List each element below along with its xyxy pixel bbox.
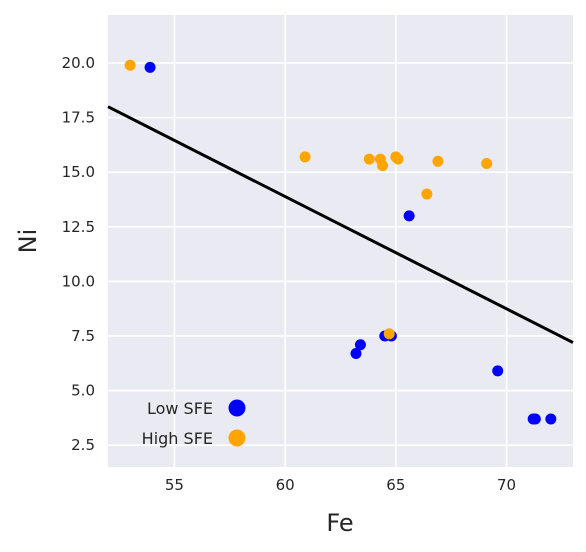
grid xyxy=(108,15,573,467)
y-tick-label: 2.5 xyxy=(71,436,95,454)
legend-label-low-sfe: Low SFE xyxy=(147,399,213,418)
x-tick-label: 55 xyxy=(165,476,184,494)
point-high-sfe xyxy=(363,153,375,165)
point-high-sfe xyxy=(377,160,389,172)
y-tick-label: 17.5 xyxy=(62,109,95,127)
point-low-sfe xyxy=(529,413,541,425)
point-low-sfe xyxy=(545,413,557,425)
point-low-sfe xyxy=(403,210,415,222)
plot-background xyxy=(108,15,573,467)
point-low-sfe xyxy=(144,61,156,73)
y-tick-label: 7.5 xyxy=(71,327,95,345)
point-high-sfe xyxy=(421,188,433,200)
x-axis-label: Fe xyxy=(326,509,353,537)
x-tick-label: 70 xyxy=(497,476,516,494)
tick-labels: 55 60 65 70 2.5 5.0 7.5 10.0 12.5 15.0 17.5 20.0 xyxy=(62,54,517,494)
point-high-sfe xyxy=(124,59,136,71)
x-tick-label: 65 xyxy=(386,476,405,494)
point-high-sfe xyxy=(299,151,311,163)
data-points xyxy=(124,59,557,425)
y-tick-label: 10.0 xyxy=(62,272,95,290)
divider-line-layer xyxy=(107,105,574,344)
y-tick-label: 20.0 xyxy=(62,54,95,72)
y-tick-label: 12.5 xyxy=(62,218,95,236)
x-tick-label: 60 xyxy=(276,476,295,494)
point-high-sfe xyxy=(481,157,493,169)
y-axis-label: Ni xyxy=(14,229,42,254)
point-high-sfe xyxy=(383,328,395,340)
divider-line xyxy=(107,105,574,344)
y-tick-label: 15.0 xyxy=(62,163,95,181)
point-low-sfe xyxy=(354,339,366,351)
y-tick-label: 5.0 xyxy=(71,382,95,400)
point-low-sfe xyxy=(350,347,362,359)
legend-marker-high-sfe xyxy=(228,429,246,447)
point-low-sfe xyxy=(492,365,504,377)
legend: Low SFE High SFE xyxy=(142,399,246,448)
legend-label-high-sfe: High SFE xyxy=(142,429,213,448)
legend-marker-low-sfe xyxy=(228,399,246,417)
point-high-sfe xyxy=(392,153,404,165)
point-high-sfe xyxy=(432,155,444,167)
